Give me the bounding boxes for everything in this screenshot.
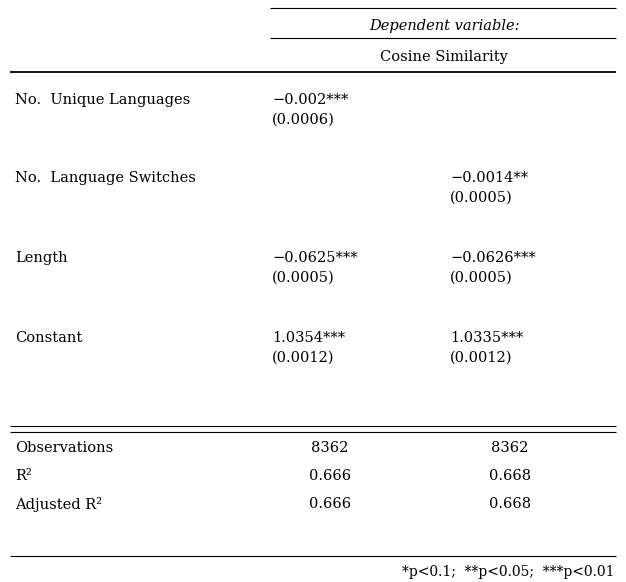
Text: No.  Language Switches: No. Language Switches [15, 171, 196, 185]
Text: Dependent variable:: Dependent variable: [369, 19, 519, 33]
Text: 0.666: 0.666 [309, 469, 351, 483]
Text: −0.002***: −0.002*** [272, 93, 349, 107]
Text: Observations: Observations [15, 441, 113, 455]
Text: Cosine Similarity: Cosine Similarity [380, 50, 508, 64]
Text: Adjusted R²: Adjusted R² [15, 496, 102, 512]
Text: −0.0626***: −0.0626*** [450, 251, 536, 265]
Text: 0.666: 0.666 [309, 497, 351, 511]
Text: *p<0.1;  **p<0.05;  ***p<0.01: *p<0.1; **p<0.05; ***p<0.01 [401, 565, 614, 579]
Text: Length: Length [15, 251, 68, 265]
Text: 8362: 8362 [311, 441, 349, 455]
Text: No.  Unique Languages: No. Unique Languages [15, 93, 190, 107]
Text: −0.0014**: −0.0014** [450, 171, 528, 185]
Text: 1.0354***: 1.0354*** [272, 331, 345, 345]
Text: (0.0006): (0.0006) [272, 113, 335, 127]
Text: (0.0012): (0.0012) [272, 351, 334, 365]
Text: (0.0012): (0.0012) [450, 351, 513, 365]
Text: Constant: Constant [15, 331, 82, 345]
Text: 0.668: 0.668 [489, 497, 531, 511]
Text: 0.668: 0.668 [489, 469, 531, 483]
Text: 1.0335***: 1.0335*** [450, 331, 523, 345]
Text: (0.0005): (0.0005) [450, 271, 513, 285]
Text: (0.0005): (0.0005) [272, 271, 335, 285]
Text: 8362: 8362 [491, 441, 529, 455]
Text: (0.0005): (0.0005) [450, 191, 513, 205]
Text: −0.0625***: −0.0625*** [272, 251, 357, 265]
Text: R²: R² [15, 469, 32, 483]
